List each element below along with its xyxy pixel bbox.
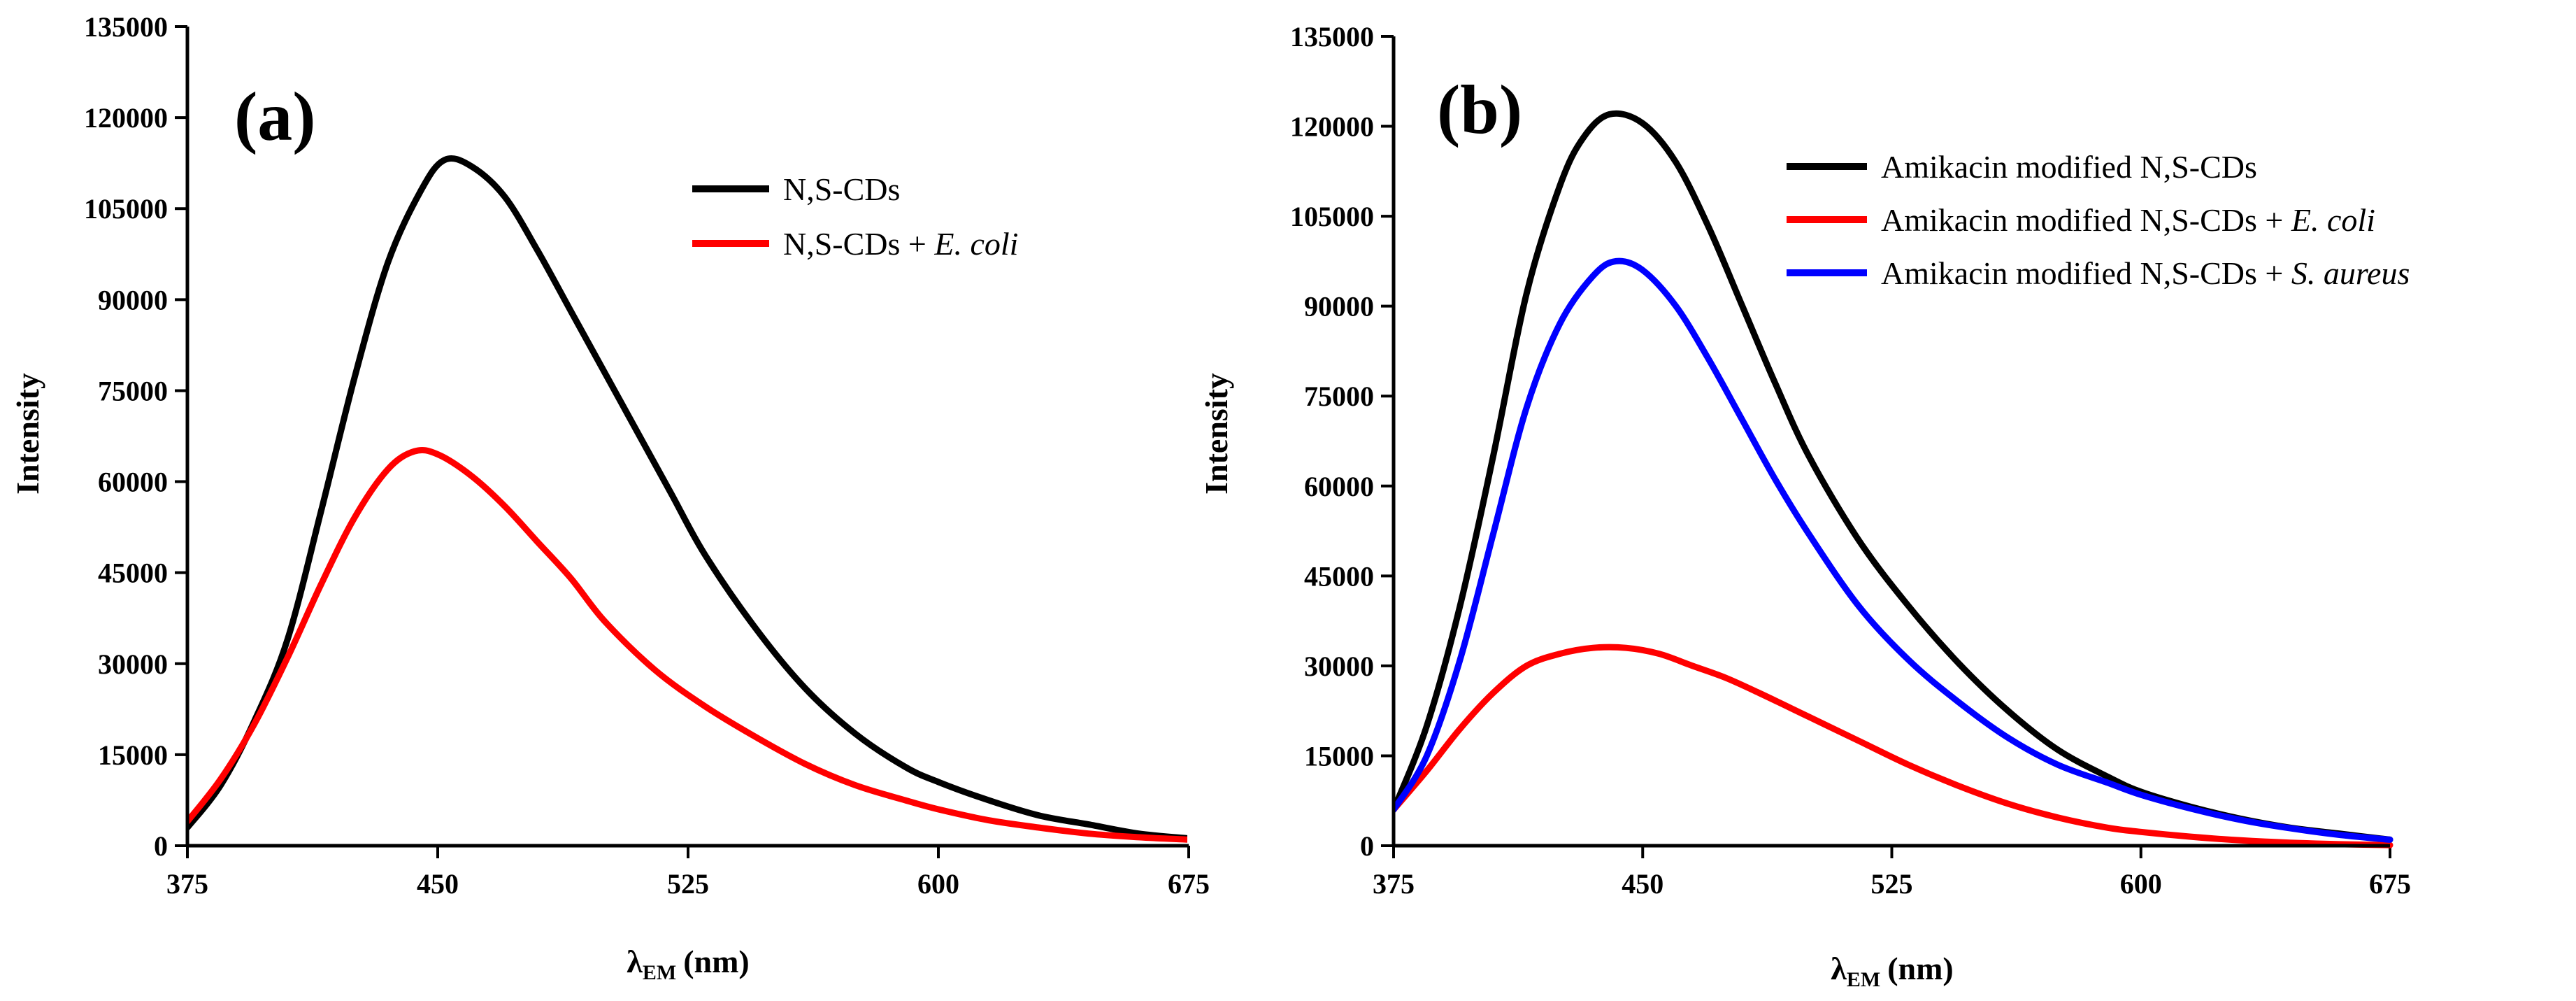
x-axis-sub-a: EM xyxy=(643,961,676,984)
y-tick-label-b-4: 60000 xyxy=(1304,471,1374,502)
series-line-a-1 xyxy=(187,446,1187,843)
legend-label-a-1: N,S-CDs + E. coli xyxy=(783,226,1018,262)
chart-panel-b: 0 15000 30000 45000 60000 75000 90000 105000 120… xyxy=(1198,21,2411,991)
y-tick-label-b-2: 30000 xyxy=(1304,651,1374,682)
panel-label-a: (a) xyxy=(234,78,316,155)
y-tick-label-b-7: 105000 xyxy=(1290,201,1374,232)
y-tick-label-b-9: 135000 xyxy=(1290,21,1374,52)
y-tick-label-b-8: 120000 xyxy=(1290,111,1374,143)
y-tick-label-a-9: 135000 xyxy=(84,11,168,43)
x-axis-sub-b: EM xyxy=(1847,968,1880,991)
x-tick-label-b-4: 675 xyxy=(2369,868,2411,900)
x-axis-title-b: λEM (nm) xyxy=(1831,951,1953,991)
panel-label-b: (b) xyxy=(1437,71,1522,148)
legend-label-a-0-plain: N,S-CDs xyxy=(783,171,900,207)
legend-b: Amikacin modified N,S-CDs Amikacin modif… xyxy=(1787,149,2410,291)
y-tick-label-a-0: 0 xyxy=(154,830,168,862)
x-axis-lambda-b: λ xyxy=(1831,951,1847,986)
y-tick-label-a-6: 90000 xyxy=(98,284,168,315)
y-tick-label-a-1: 15000 xyxy=(98,739,168,771)
y-tick-label-a-8: 120000 xyxy=(84,102,168,134)
y-axis-title-b: Intensity xyxy=(1198,373,1234,495)
x-ticks-a: 375 450 525 600 675 xyxy=(166,846,1210,900)
x-tick-label-b-0: 375 xyxy=(1373,868,1415,900)
legend-a: N,S-CDs N,S-CDs + E. coli xyxy=(692,171,1018,262)
legend-label-b-1-plain: Amikacin modified N,S-CDs + xyxy=(1881,202,2291,238)
series-group-b xyxy=(1394,110,2393,849)
y-ticks-b: 0 15000 30000 45000 60000 75000 90000 105000 120… xyxy=(1290,21,1394,862)
series-line-b-2 xyxy=(1394,257,2393,843)
y-ticks-a: 0 15000 30000 45000 60000 75000 90000 105000 120… xyxy=(84,11,187,862)
legend-label-b-2: Amikacin modified N,S-CDs + S. aureus xyxy=(1881,255,2410,291)
y-tick-label-b-1: 15000 xyxy=(1304,740,1374,772)
x-ticks-b: 375 450 525 600 675 xyxy=(1373,846,2411,900)
y-tick-label-a-5: 75000 xyxy=(98,375,168,406)
legend-label-b-1: Amikacin modified N,S-CDs + E. coli xyxy=(1881,202,2375,238)
x-tick-label-a-3: 600 xyxy=(917,868,959,900)
y-tick-label-a-2: 30000 xyxy=(98,648,168,680)
chart-panel-a: 0 15000 30000 45000 60000 75000 90000 105000 120… xyxy=(10,11,1210,984)
y-tick-label-b-5: 75000 xyxy=(1304,381,1374,412)
y-tick-label-a-7: 105000 xyxy=(84,193,168,225)
y-tick-label-b-0: 0 xyxy=(1360,830,1374,862)
y-tick-label-b-6: 90000 xyxy=(1304,291,1374,322)
x-tick-label-b-3: 600 xyxy=(2120,868,2162,900)
x-tick-label-a-0: 375 xyxy=(166,868,208,900)
legend-label-a-1-italic: E. coli xyxy=(933,226,1018,262)
x-tick-label-a-2: 525 xyxy=(667,868,709,900)
legend-label-b-1-italic: E. coli xyxy=(2291,202,2375,238)
x-axis-title-a: λEM (nm) xyxy=(627,944,749,984)
series-group-a xyxy=(187,155,1187,843)
legend-label-b-0-plain: Amikacin modified N,S-CDs xyxy=(1881,149,2257,185)
x-tick-label-b-1: 450 xyxy=(1622,868,1663,900)
x-axis-unit-a: (nm) xyxy=(683,944,750,979)
legend-label-b-0: Amikacin modified N,S-CDs xyxy=(1881,149,2257,185)
y-tick-label-a-4: 60000 xyxy=(98,467,168,498)
legend-label-b-2-italic: S. aureus xyxy=(2291,255,2410,291)
series-line-b-1 xyxy=(1394,644,2393,849)
x-tick-label-a-1: 450 xyxy=(417,868,459,900)
series-line-a-0 xyxy=(187,155,1187,842)
y-axis-title-a: Intensity xyxy=(10,373,45,495)
x-tick-label-a-4: 675 xyxy=(1168,868,1210,900)
x-axis-unit-b: (nm) xyxy=(1887,951,1954,986)
x-tick-label-b-2: 525 xyxy=(1871,868,1913,900)
legend-label-b-2-plain: Amikacin modified N,S-CDs + xyxy=(1881,255,2291,291)
legend-label-a-1-plain: N,S-CDs + xyxy=(783,226,934,262)
x-axis-lambda-a: λ xyxy=(627,944,643,979)
legend-label-a-0: N,S-CDs xyxy=(783,171,900,207)
y-tick-label-b-3: 45000 xyxy=(1304,560,1374,592)
y-tick-label-a-3: 45000 xyxy=(98,558,168,589)
